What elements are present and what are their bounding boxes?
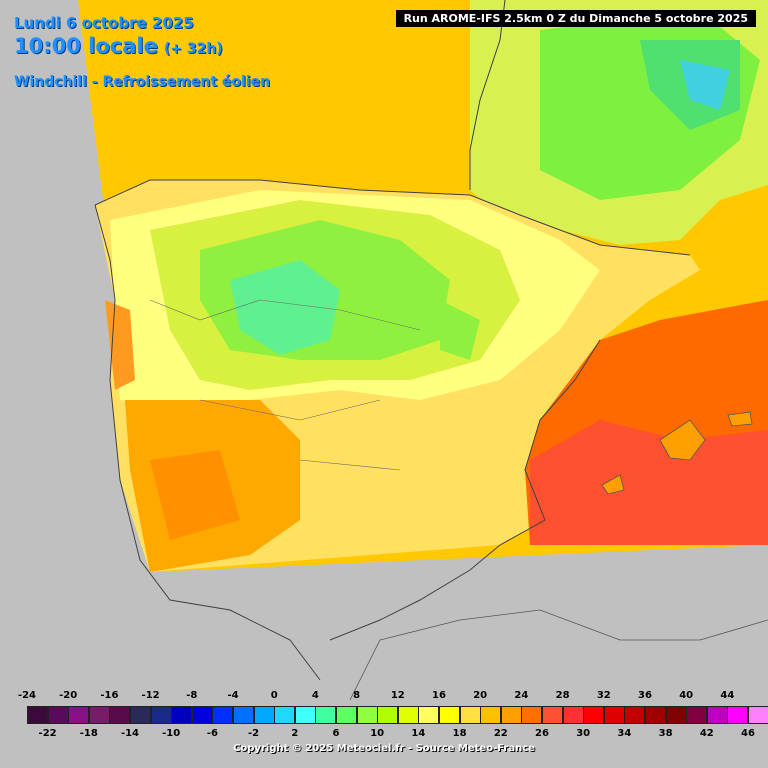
legend-swatch — [727, 706, 749, 724]
legend-swatch — [47, 706, 69, 724]
legend-swatch — [253, 706, 275, 724]
legend-tick-label: 2 — [291, 728, 299, 739]
forecast-time: 10:00 locale (+ 32h) — [14, 34, 223, 58]
legend-swatch — [212, 706, 234, 724]
legend-tick-label: 40 — [679, 690, 694, 701]
legend-swatch — [686, 706, 708, 724]
legend-swatch — [171, 706, 193, 724]
legend-swatch — [68, 706, 90, 724]
legend-tick-label: 24 — [514, 690, 529, 701]
legend-tick-label: 36 — [638, 690, 652, 701]
legend-tick-label: 6 — [332, 728, 340, 739]
legend-swatch — [356, 706, 378, 724]
variable-title: Windchill - Refroissement éolien — [14, 74, 271, 90]
legend-tick-label: 44 — [720, 690, 735, 701]
legend-tick-label: -4 — [227, 690, 239, 701]
legend-tick-label: 4 — [311, 690, 319, 701]
legend-swatch — [665, 706, 687, 724]
legend-tick-label: -10 — [162, 728, 181, 739]
legend-tick-label: 12 — [390, 690, 405, 701]
legend-swatch — [439, 706, 461, 724]
legend-swatch — [233, 706, 255, 724]
legend-swatch — [130, 706, 152, 724]
legend-tick-label: -2 — [248, 728, 260, 739]
legend-tick-label: 0 — [270, 690, 278, 701]
mallorca — [659, 419, 706, 461]
legend-swatch — [542, 706, 564, 724]
legend-tick-label: -22 — [38, 728, 57, 739]
legend-tick-label: 42 — [699, 728, 714, 739]
legend-swatch — [521, 706, 543, 724]
forecast-offset: (+ 32h) — [163, 41, 223, 57]
legend-swatch — [191, 706, 213, 724]
legend-swatch — [583, 706, 605, 724]
legend-swatch — [294, 706, 316, 724]
legend-swatch — [397, 706, 419, 724]
legend-tick-label: 30 — [576, 728, 591, 739]
legend-tick-label: 18 — [452, 728, 467, 739]
legend-tick-label: 28 — [555, 690, 570, 701]
legend-tick-label: -24 — [17, 690, 37, 701]
legend-tick-label: 10 — [370, 728, 385, 739]
legend-tick-label: -14 — [120, 728, 140, 739]
legend-swatch — [706, 706, 728, 724]
legend-tick-label: -12 — [141, 690, 160, 701]
legend-swatch — [624, 706, 646, 724]
legend-swatch — [418, 706, 440, 724]
legend-tick-label: 8 — [353, 690, 361, 701]
legend-swatch — [27, 706, 49, 724]
legend-tick-label: -16 — [100, 690, 119, 701]
legend-swatch — [645, 706, 667, 724]
legend-swatch — [562, 706, 584, 724]
legend-tick-label: -8 — [186, 690, 198, 701]
color-legend: -24 -22 -20 -18 -16 -14 -12 -10 -8 -6 -4 -2 0 2 4 6 8 10 1… — [0, 686, 768, 768]
legend-tick-label: 38 — [658, 728, 673, 739]
copyright: Copyright © 2025 Meteociel.fr - Source M… — [233, 743, 535, 754]
legend-tick-label: 26 — [535, 728, 549, 739]
legend-swatch — [336, 706, 358, 724]
legend-tick-label: 34 — [617, 728, 632, 739]
legend-tick-label: 32 — [596, 690, 611, 701]
forecast-date: Lundi 6 octobre 2025 — [14, 14, 194, 32]
run-info: Run AROME-IFS 2.5km 0 Z du Dimanche 5 oc… — [395, 10, 756, 27]
legend-swatch — [315, 706, 337, 724]
legend-swatch — [88, 706, 110, 724]
legend-tick-label: 22 — [493, 728, 508, 739]
legend-tick-label: 14 — [411, 728, 426, 739]
ibiza — [601, 474, 625, 495]
legend-tick-label: -18 — [79, 728, 98, 739]
legend-swatch — [603, 706, 625, 724]
legend-swatch — [377, 706, 399, 724]
legend-swatch — [150, 706, 172, 724]
local-time: 10:00 locale — [14, 34, 158, 58]
legend-swatch — [748, 706, 768, 724]
legend-swatch — [500, 706, 522, 724]
legend-tick-label: 20 — [473, 690, 488, 701]
menorca — [727, 411, 753, 427]
legend-swatch — [109, 706, 131, 724]
legend-swatch — [274, 706, 296, 724]
legend-tick-label: -6 — [206, 728, 218, 739]
legend-swatch — [480, 706, 502, 724]
legend-swatch — [459, 706, 481, 724]
legend-tick-label: 46 — [741, 728, 755, 739]
legend-tick-label: -20 — [59, 690, 78, 701]
legend-tick-label: 16 — [432, 690, 446, 701]
